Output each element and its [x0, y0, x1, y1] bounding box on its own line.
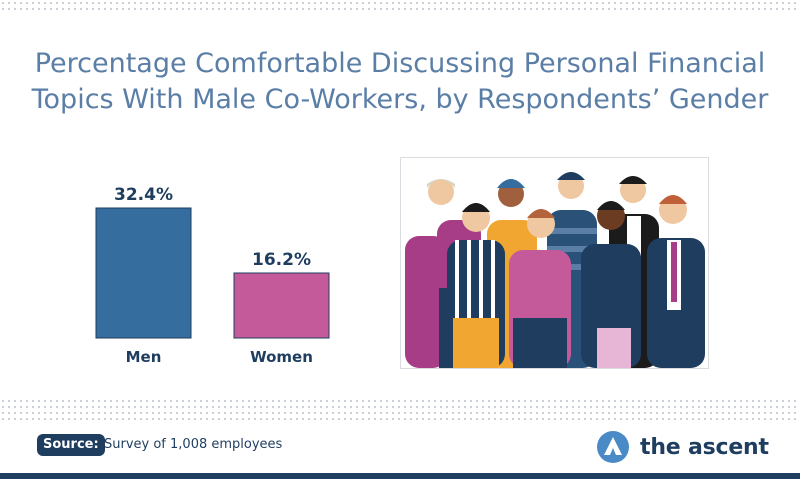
category-label-women: Women	[250, 348, 313, 366]
chart-title: Percentage Comfortable Discussing Person…	[0, 46, 800, 118]
group-of-people-illustration	[405, 172, 705, 368]
people-illustration	[400, 157, 709, 369]
value-label-women: 16.2%	[252, 250, 311, 270]
category-label-men: Men	[126, 348, 162, 366]
chart-title-line-2: Topics With Male Co-Workers, by Responde…	[31, 84, 769, 115]
dotted-divider	[0, 398, 800, 420]
source-label: Source:	[37, 434, 105, 456]
the-ascent-logo: the ascent	[596, 430, 769, 464]
ascent-logo-icon	[597, 431, 629, 463]
value-label-men: 32.4%	[114, 185, 173, 205]
source-text: Survey of 1,008 employees	[104, 437, 283, 452]
bar-chart: 32.4% Men 16.2% Women	[95, 185, 330, 366]
bar-women	[233, 272, 330, 339]
brand-name: the ascent	[640, 434, 769, 460]
chart-title-line-1: Percentage Comfortable Discussing Person…	[34, 48, 766, 79]
bar-men	[95, 207, 192, 339]
footer-bar	[0, 473, 800, 479]
dotted-border-top	[0, 0, 800, 14]
